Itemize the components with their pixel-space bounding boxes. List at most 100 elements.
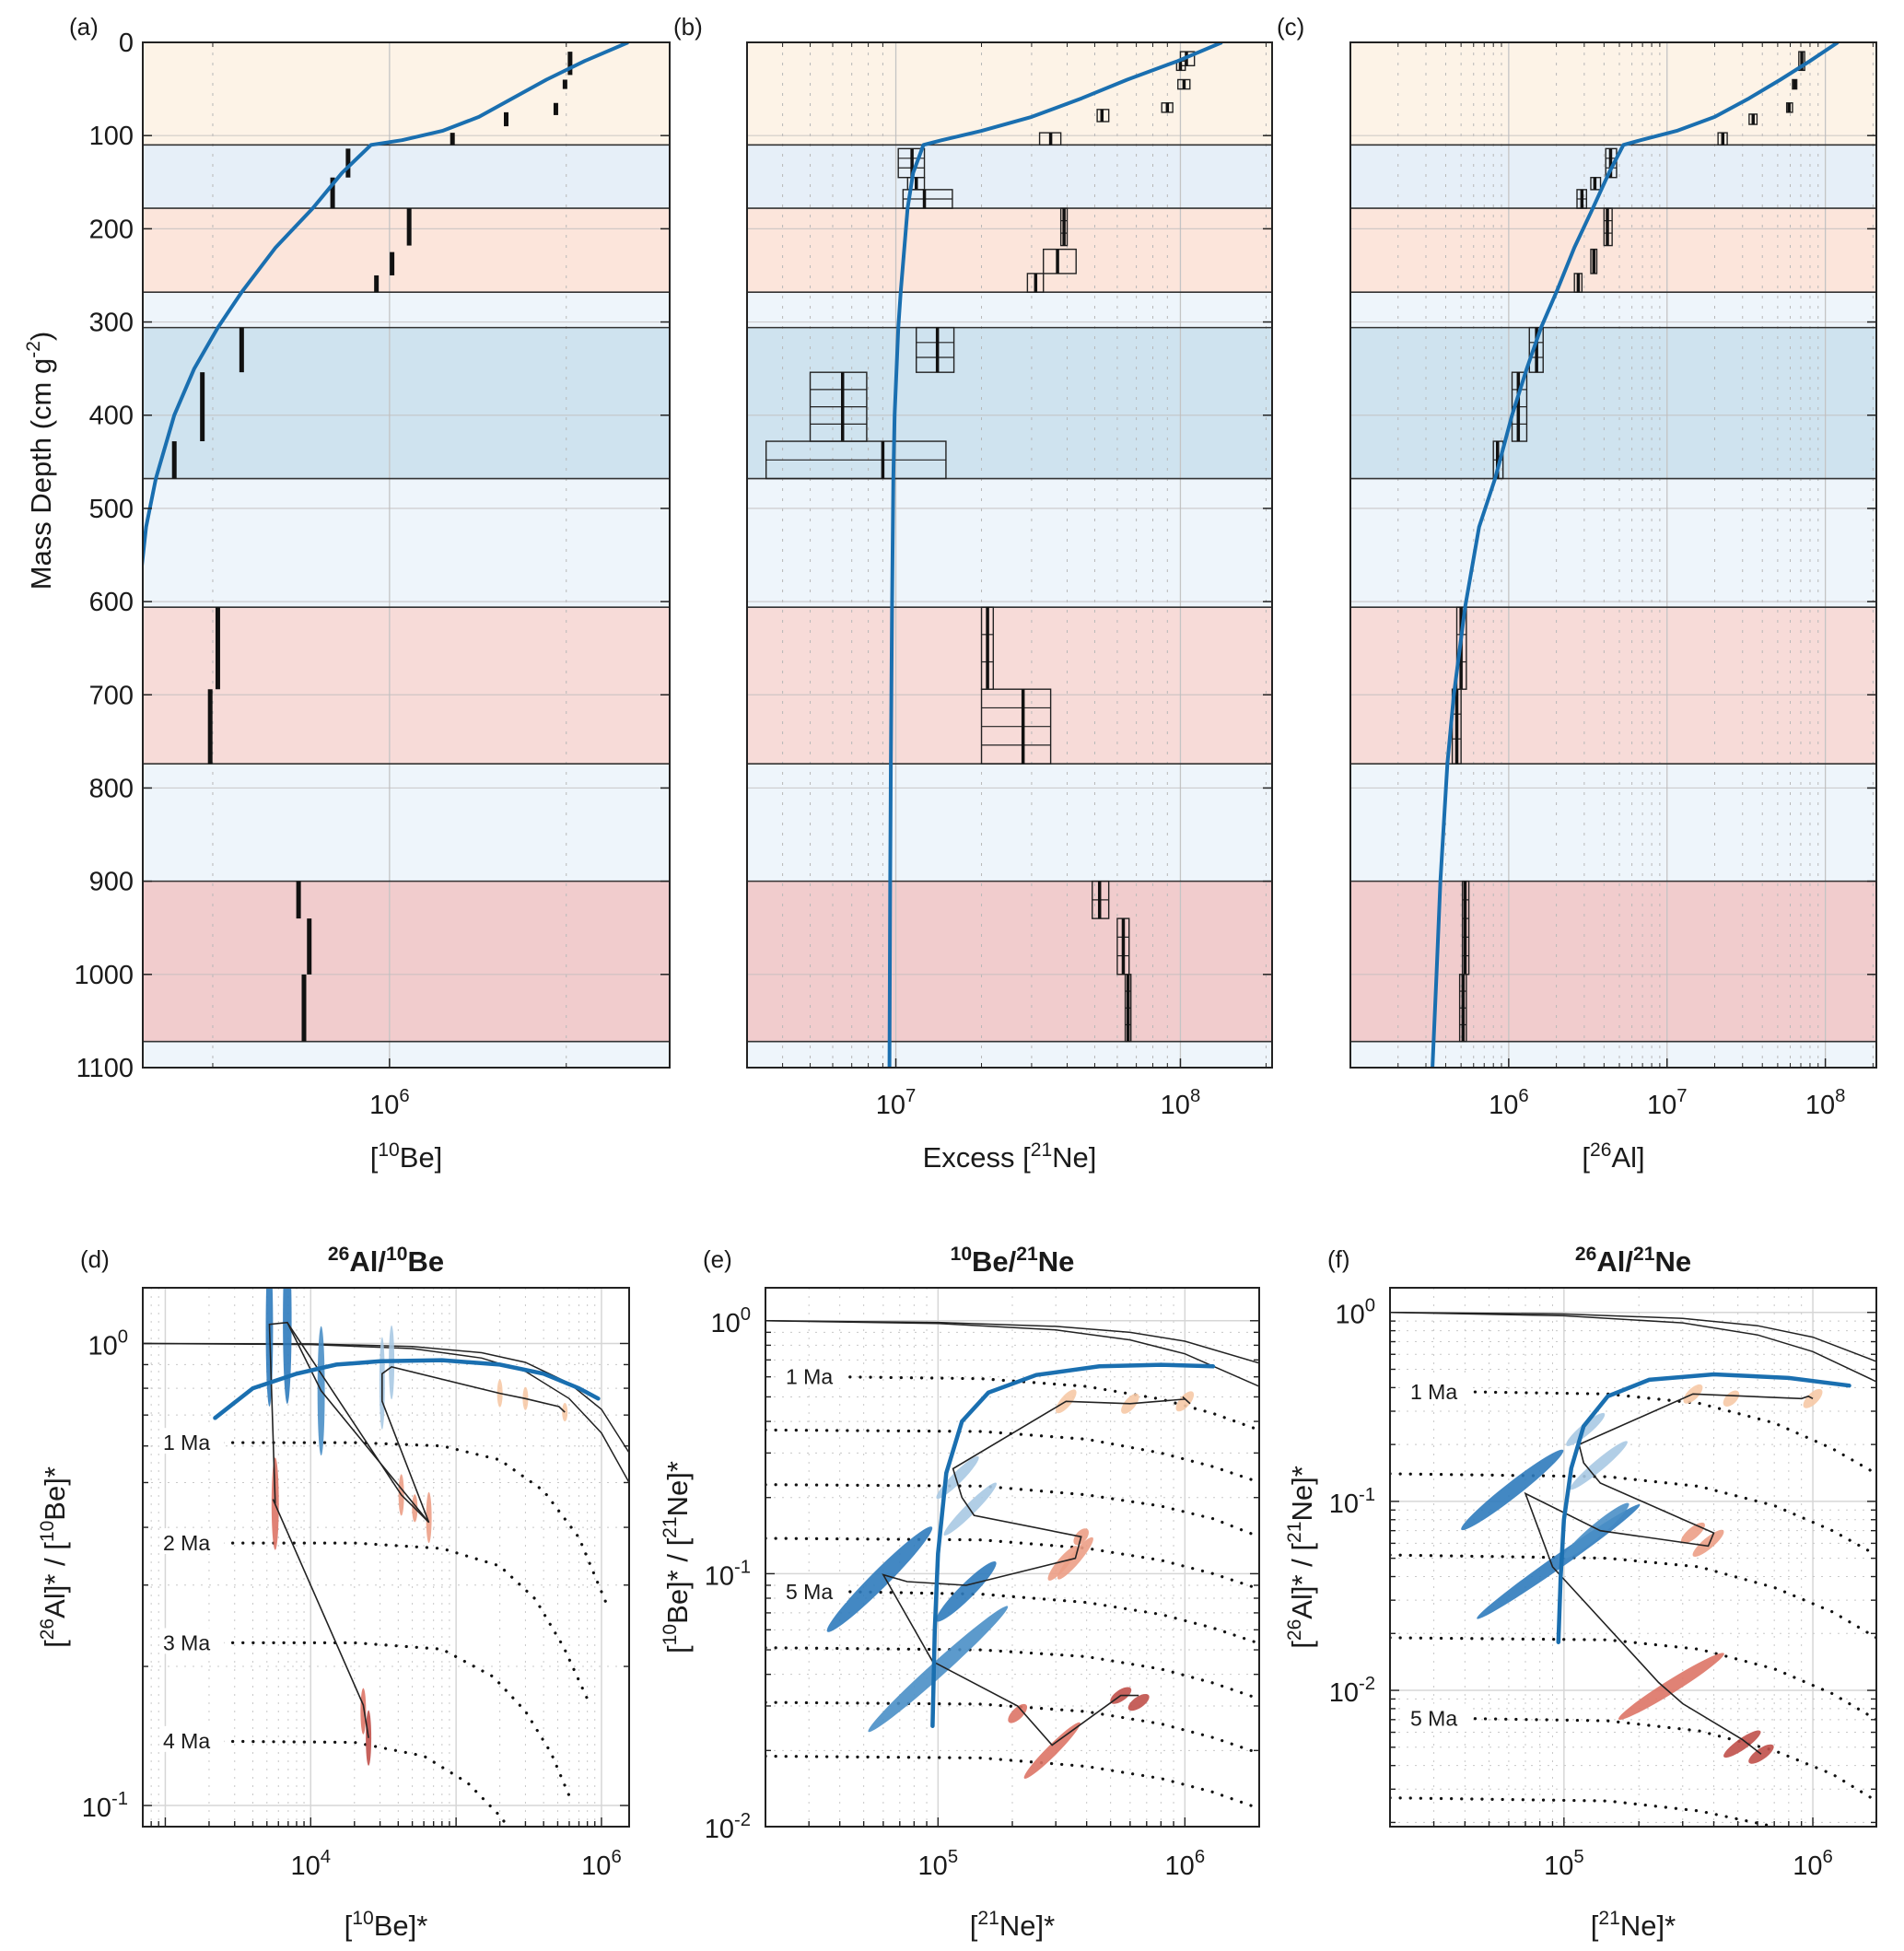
panel-label: (e): [703, 1245, 732, 1273]
superscript: 21: [660, 1516, 681, 1537]
uncertainty-ellipse: [1566, 1412, 1606, 1446]
isochron-line: [169, 1641, 571, 1798]
tick-base: 10: [1329, 1678, 1359, 1708]
measurement-box: [1161, 102, 1174, 113]
uncertainty-ellipse: [936, 1561, 997, 1622]
superscript: 21: [1016, 1244, 1038, 1265]
panel-a-depth-profile-10be: 010020030040050060070080090010001100106[…: [69, 13, 671, 1174]
tick-base: 10: [1805, 1091, 1835, 1120]
isochron-line: [169, 1441, 610, 1608]
axes-frame: [142, 1287, 630, 1828]
isochron-label: 5 Ma: [786, 1580, 833, 1604]
y-axis-label: [10Be]* / [21Ne]*: [660, 1461, 694, 1653]
tick-exponent: 7: [1676, 1086, 1687, 1106]
isochron-line: [1390, 1472, 1876, 1557]
isochron-line: [765, 1700, 1259, 1756]
label-text: Ne]*: [1286, 1466, 1318, 1521]
tick-exponent: -1: [1359, 1485, 1375, 1505]
isochron-label: 5 Ma: [1410, 1707, 1457, 1731]
label-text: Ne]*: [661, 1461, 694, 1516]
panel-title: 26Al/10Be: [328, 1244, 444, 1278]
layer-band: [1350, 1041, 1876, 1068]
uncertainty-ellipse: [1803, 1388, 1823, 1408]
steady-state-line: [765, 1320, 1259, 1387]
uncertainty-ellipse: [1570, 1441, 1628, 1490]
isochron-label-bg: [1407, 1703, 1471, 1730]
isochron-label-bg: [159, 1528, 224, 1555]
measurement-box: [980, 688, 1052, 765]
model-profile-curve: [887, 42, 1223, 1068]
tick-exponent: 5: [1573, 1847, 1583, 1867]
isochron-line: [1390, 1796, 1776, 1827]
label-text: [: [370, 1141, 379, 1174]
x-axis-label: [21Ne]*: [970, 1908, 1055, 1942]
tick-base: 10: [1544, 1852, 1573, 1881]
isochron-label: 2 Ma: [163, 1531, 210, 1555]
label-text: ): [25, 332, 57, 341]
uncertainty-ellipse: [1692, 1529, 1724, 1558]
y-tick-label: 300: [89, 309, 134, 338]
label-text: [: [1286, 1641, 1318, 1649]
isochron-label-bg: [782, 1576, 847, 1603]
isochron-line: [838, 1590, 1259, 1645]
panel-label: (f): [1327, 1245, 1350, 1273]
panel-c-depth-profile-26al: 106 107 108[26Al](c): [1277, 13, 1877, 1174]
layer-band: [1350, 881, 1876, 1042]
layer-band: [1350, 42, 1876, 146]
measurement-box: [1792, 78, 1798, 90]
layer-band: [747, 607, 1272, 765]
measurement-box: [1026, 273, 1045, 293]
plot-area: [143, 42, 670, 1068]
layer-band: [1350, 145, 1876, 209]
superscript: 26: [1284, 1619, 1305, 1641]
tick-label: 10-2: [705, 1810, 751, 1844]
axes-frame: [746, 41, 1273, 1069]
tick-base: 10: [1329, 1490, 1359, 1519]
isochron-label: 4 Ma: [163, 1729, 210, 1753]
uncertainty-ellipse: [1461, 1449, 1564, 1531]
label-text: Ne]: [1052, 1141, 1096, 1174]
measurement-box: [1177, 78, 1191, 90]
measurement-box: [1458, 974, 1467, 1043]
uncertainty-ellipse: [360, 1688, 367, 1735]
superscript: 26: [1590, 1139, 1611, 1161]
y-tick-label: 400: [89, 402, 134, 431]
tick-base: 10: [876, 1091, 905, 1120]
uncertainty-ellipse: [1680, 1522, 1705, 1544]
layer-band: [747, 208, 1272, 293]
label-text: Ne: [1654, 1245, 1691, 1278]
tick-base: 10: [705, 1561, 734, 1591]
label-text: Be]*: [39, 1466, 71, 1521]
superscript: 10: [951, 1244, 972, 1265]
isochron-label: 1 Ma: [786, 1365, 833, 1389]
measurement-box: [1785, 102, 1793, 113]
model-curve: [213, 1358, 601, 1420]
tick-base: 10: [1335, 1301, 1364, 1330]
label-text: [: [1582, 1141, 1590, 1174]
superscript: 21: [1284, 1522, 1305, 1543]
label-text: [: [345, 1910, 353, 1942]
y-axis-label: [26Al]* / [21Ne]*: [1284, 1466, 1318, 1649]
tick-label: 10-1: [82, 1789, 128, 1823]
measurement-box: [902, 189, 953, 209]
measurement-box: [1573, 273, 1583, 293]
layer-band: [1350, 764, 1876, 882]
uncertainty-ellipse: [1127, 1693, 1150, 1712]
tick-exponent: 0: [118, 1326, 128, 1347]
measurement-box: [1116, 917, 1130, 976]
tick-label: 100: [1335, 1296, 1375, 1330]
tick-label: 106: [1165, 1847, 1206, 1881]
layer-band: [143, 145, 670, 209]
isochron-label-bg: [782, 1361, 847, 1388]
y-tick-label: 900: [89, 868, 134, 897]
tick-label: 106: [1793, 1847, 1833, 1881]
tick-label: 105: [1544, 1847, 1584, 1881]
y-tick-label: 600: [89, 588, 134, 617]
uncertainty-ellipse: [1748, 1744, 1774, 1764]
measurement-box: [1748, 113, 1758, 125]
plot-area: 1 Ma 5 Ma: [1390, 1288, 1876, 1827]
label-text: Al]: [1611, 1141, 1644, 1174]
steady-state-line: [1390, 1311, 1876, 1383]
